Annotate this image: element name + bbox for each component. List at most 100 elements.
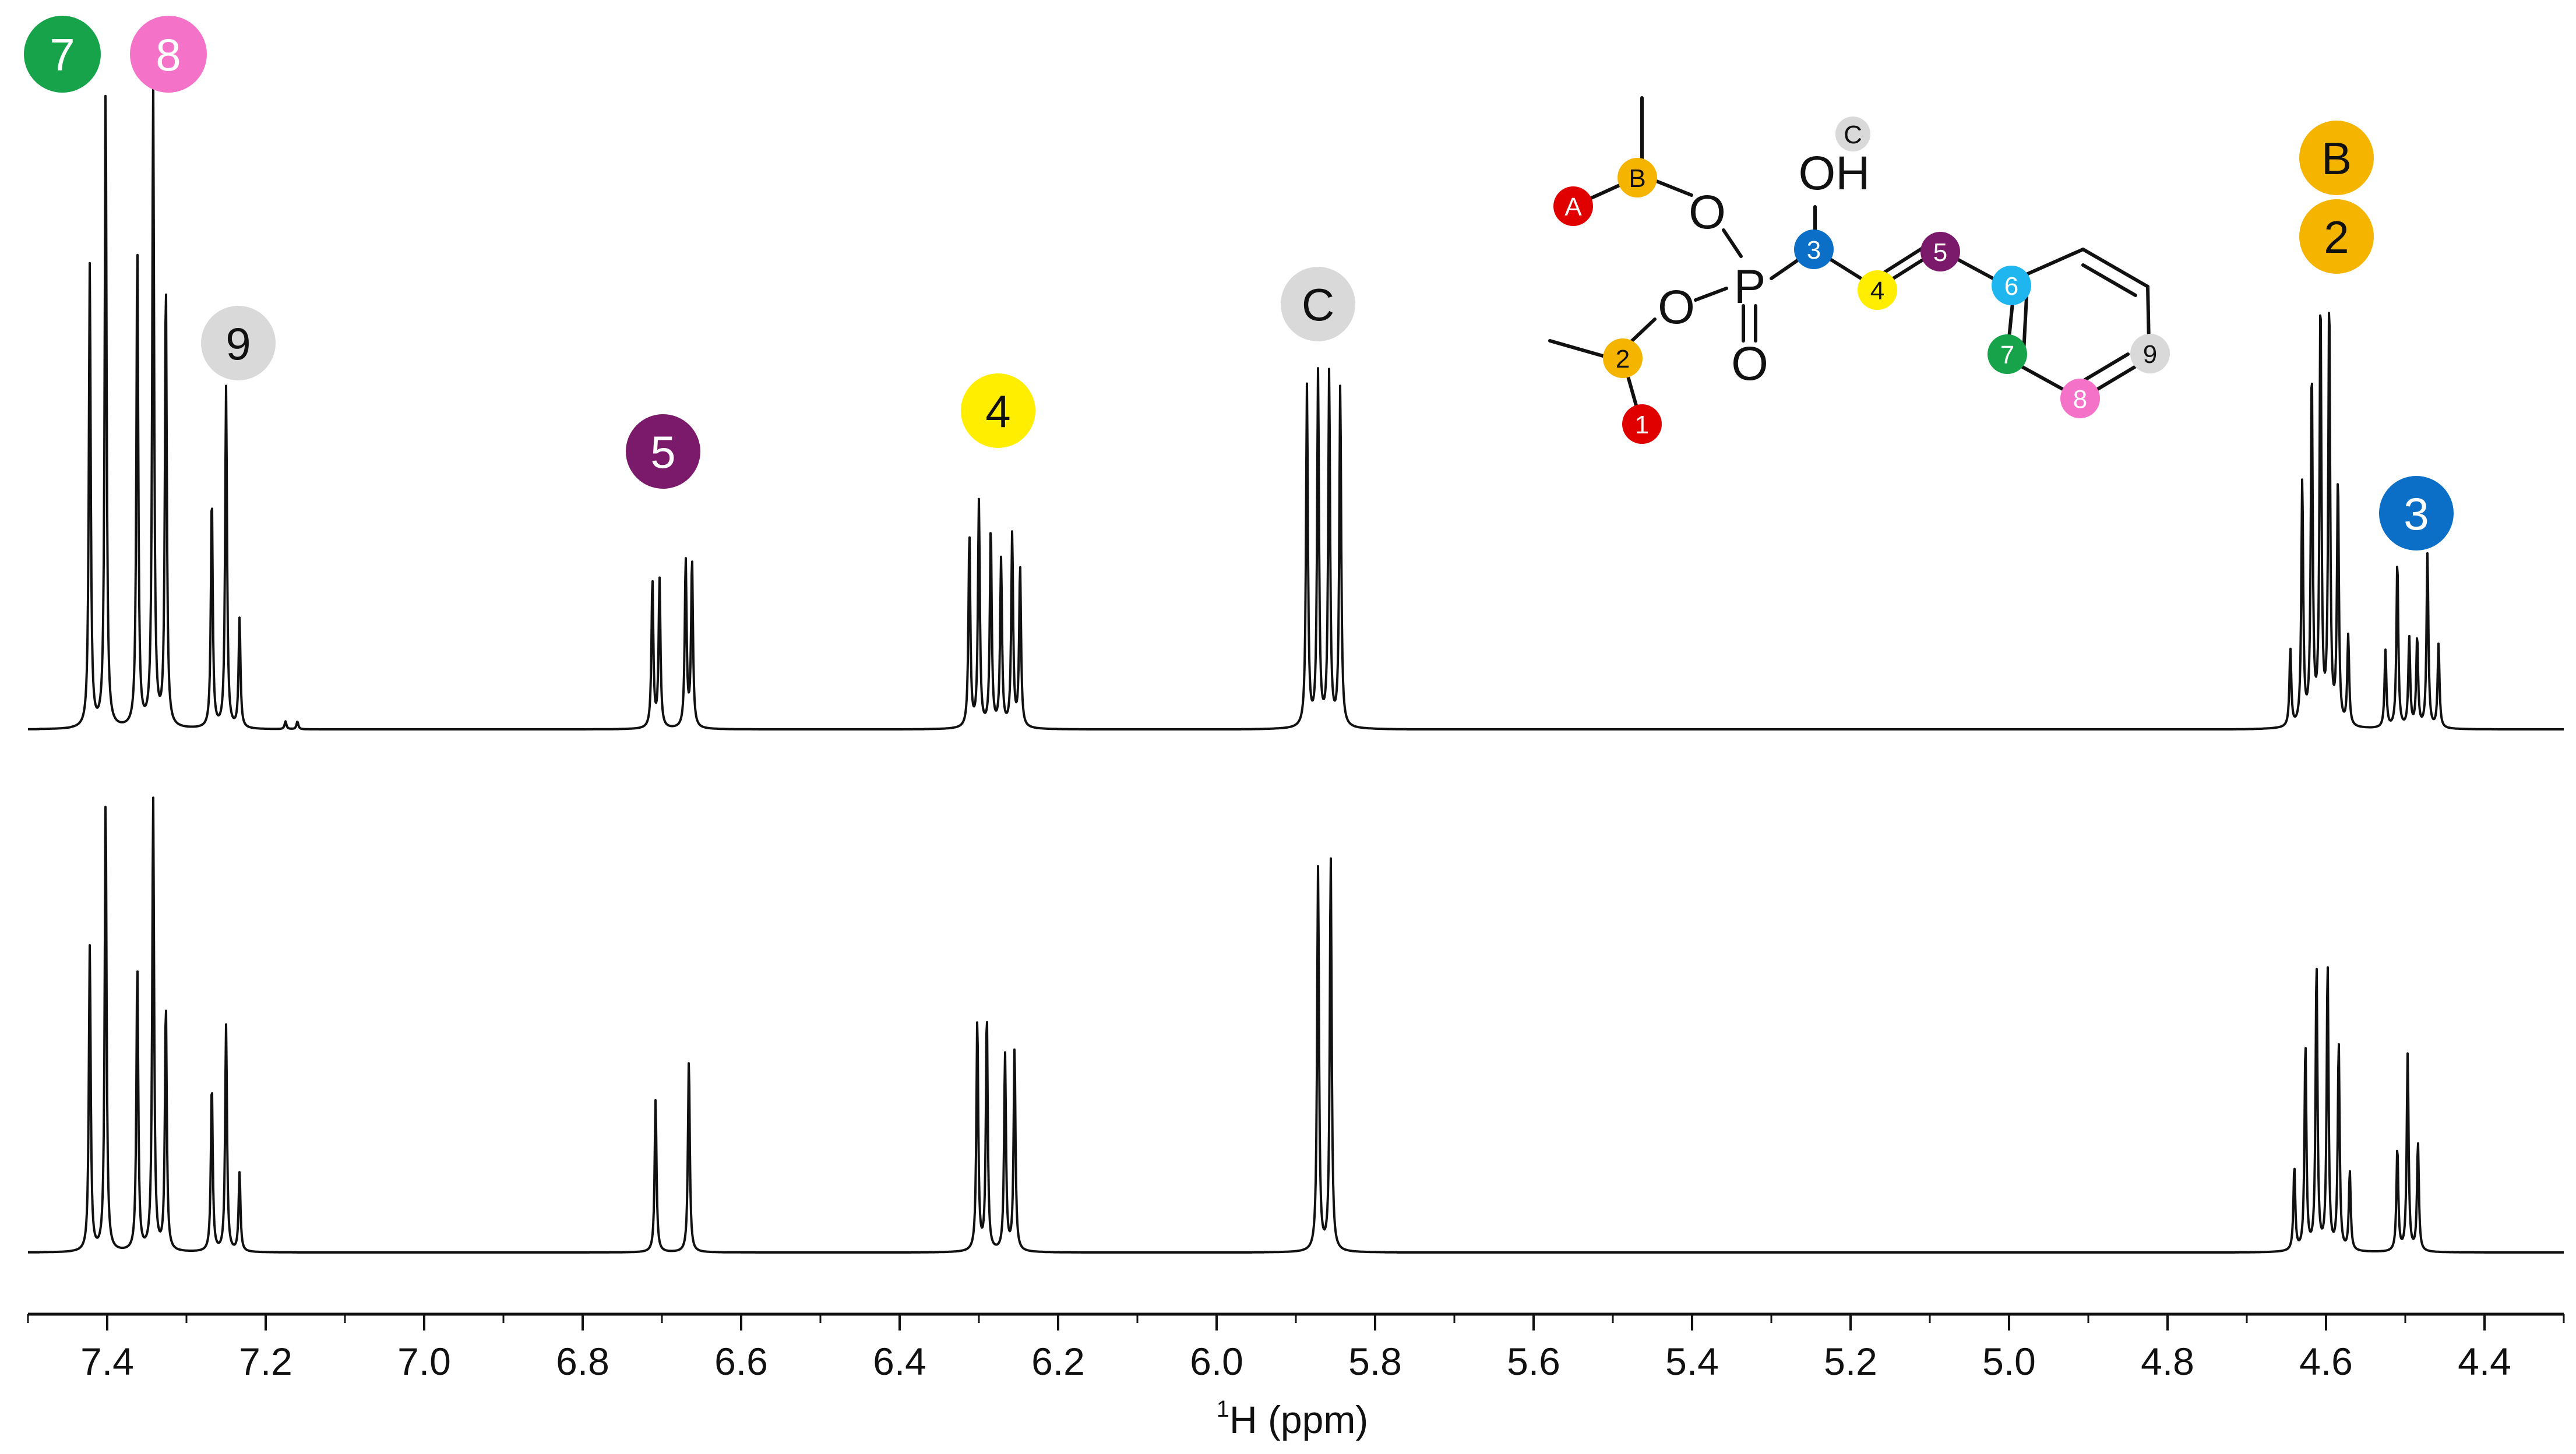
marker-c: C	[1835, 117, 1870, 151]
x-tick-label: 4.4	[2458, 1340, 2511, 1383]
atom-oh: OH	[1799, 147, 1870, 200]
marker-3-circle	[1794, 230, 1834, 269]
ring-inner-left	[2022, 295, 2028, 354]
x-tick-label: 5.8	[1348, 1340, 1402, 1383]
badge-3-label: 3	[2404, 488, 2429, 539]
marker-6-label: 6	[2004, 272, 2018, 301]
marker-3-label: 3	[1807, 236, 1821, 264]
marker-2: 2	[1603, 338, 1643, 378]
badge-4-label: 4	[985, 386, 1010, 437]
marker-6: 6	[1992, 266, 2031, 305]
x-tick-label: 4.6	[2299, 1340, 2353, 1383]
x-tick-label: 5.4	[1665, 1340, 1719, 1383]
atom-o-upper: O	[1689, 186, 1726, 239]
marker-a-label: A	[1564, 193, 1582, 221]
x-axis-title-text: H (ppm)	[1229, 1398, 1368, 1441]
x-tick-label: 7.2	[239, 1340, 293, 1383]
badge-7-label: 7	[50, 29, 75, 80]
x-axis-ticks: 7.4 7.2 7.0 6.8 6.6 6.4 6.2 6.0 5.8 5.6 5.4 5.2 5.0 4…	[27, 1314, 2565, 1383]
bond-o-p-upper	[1722, 228, 1743, 258]
x-tick-label: 4.8	[2141, 1340, 2194, 1383]
marker-5-label: 5	[1933, 238, 1947, 267]
badge-c-circle	[1281, 267, 1355, 341]
badge-2-circle	[2299, 199, 2374, 274]
marker-2-circle	[1603, 338, 1643, 378]
marker-9-circle	[2130, 334, 2170, 373]
x-tick-label: 5.6	[1507, 1340, 1560, 1383]
marker-2-label: 2	[1616, 345, 1630, 373]
marker-b-circle	[1618, 158, 1657, 197]
marker-1-circle	[1622, 404, 1662, 444]
x-tick-label: 6.4	[873, 1340, 926, 1383]
x-axis-title: 1H (ppm)	[1217, 1396, 1369, 1441]
ring-6-top	[2015, 248, 2085, 280]
x-tick-label: 5.2	[1824, 1340, 1877, 1383]
badge-b-circle	[2299, 121, 2374, 195]
marker-8: 8	[2060, 379, 2100, 418]
marker-b-label: B	[1629, 164, 1645, 193]
badge-b: B	[2299, 121, 2374, 195]
marker-1-label: 1	[1635, 411, 1649, 439]
x-tick-label: 7.4	[80, 1340, 134, 1383]
badge-4-circle	[961, 373, 1035, 448]
ring-9-8	[2096, 362, 2141, 391]
x-tick-label: 7.0	[397, 1340, 451, 1383]
badge-5-label: 5	[650, 426, 675, 478]
badge-9-circle	[201, 306, 276, 380]
marker-9: 9	[2130, 334, 2170, 373]
x-tick-label: 5.0	[1982, 1340, 2036, 1383]
badge-9-label: 9	[225, 318, 251, 369]
bond-methyl-left	[1548, 339, 1613, 360]
badge-c: C	[1281, 267, 1355, 341]
marker-7-label: 7	[2000, 341, 2014, 369]
marker-8-circle	[2060, 379, 2100, 418]
ring-inner-top	[2081, 263, 2137, 297]
badge-8: 8	[130, 16, 207, 93]
molecule-structure: OH O O P O A B C 3 5 4 6	[1548, 96, 2170, 444]
ring-top-9	[2081, 248, 2149, 288]
marker-c-label: C	[1844, 121, 1862, 149]
badge-c-label: C	[1302, 279, 1334, 330]
marker-5-circle	[1920, 232, 1960, 271]
bond-c5-c6	[1950, 255, 1999, 283]
badge-7-circle	[24, 16, 101, 93]
spectrum-trace-bottom	[27, 796, 2564, 1254]
badge-9: 9	[201, 306, 276, 380]
ring-inner-bottom	[2083, 352, 2130, 382]
marker-4-label: 4	[1870, 277, 1884, 305]
marker-7-circle	[1987, 334, 2027, 374]
spectrum-trace-top	[27, 80, 2564, 730]
marker-c-circle	[1835, 117, 1870, 151]
peak-assignment-badges: 7 8 9 5 4 C B 2	[24, 16, 2454, 550]
x-tick-label: 6.2	[1031, 1340, 1085, 1383]
x-tick-label: 6.6	[714, 1340, 768, 1383]
marker-a-circle	[1553, 186, 1593, 226]
bond-p-o-left	[1694, 287, 1728, 302]
badge-3-circle	[2379, 476, 2454, 550]
atom-p: P	[1734, 260, 1766, 313]
marker-5: 5	[1920, 232, 1960, 271]
ring-8-7	[2015, 362, 2064, 391]
badge-3: 3	[2379, 476, 2454, 550]
marker-8-label: 8	[2073, 385, 2087, 414]
x-axis-title-sup: 1	[1217, 1396, 1229, 1422]
marker-4-circle	[1858, 270, 1897, 310]
atom-o-double: O	[1731, 337, 1768, 390]
atom-o-left: O	[1658, 281, 1695, 334]
marker-4: 4	[1858, 270, 1897, 310]
marker-3: 3	[1794, 230, 1834, 269]
marker-a: A	[1553, 186, 1593, 226]
marker-1: 1	[1622, 404, 1662, 444]
badge-4: 4	[961, 373, 1035, 448]
badge-2: 2	[2299, 199, 2374, 274]
badge-2-label: 2	[2324, 211, 2349, 263]
badge-5: 5	[626, 414, 700, 489]
x-tick-label: 6.0	[1190, 1340, 1243, 1383]
marker-7: 7	[1987, 334, 2027, 374]
badge-8-label: 8	[156, 29, 181, 80]
x-tick-label: 6.8	[556, 1340, 609, 1383]
marker-9-label: 9	[2143, 340, 2157, 369]
badge-8-circle	[130, 16, 207, 93]
marker-6-circle	[1992, 266, 2031, 305]
